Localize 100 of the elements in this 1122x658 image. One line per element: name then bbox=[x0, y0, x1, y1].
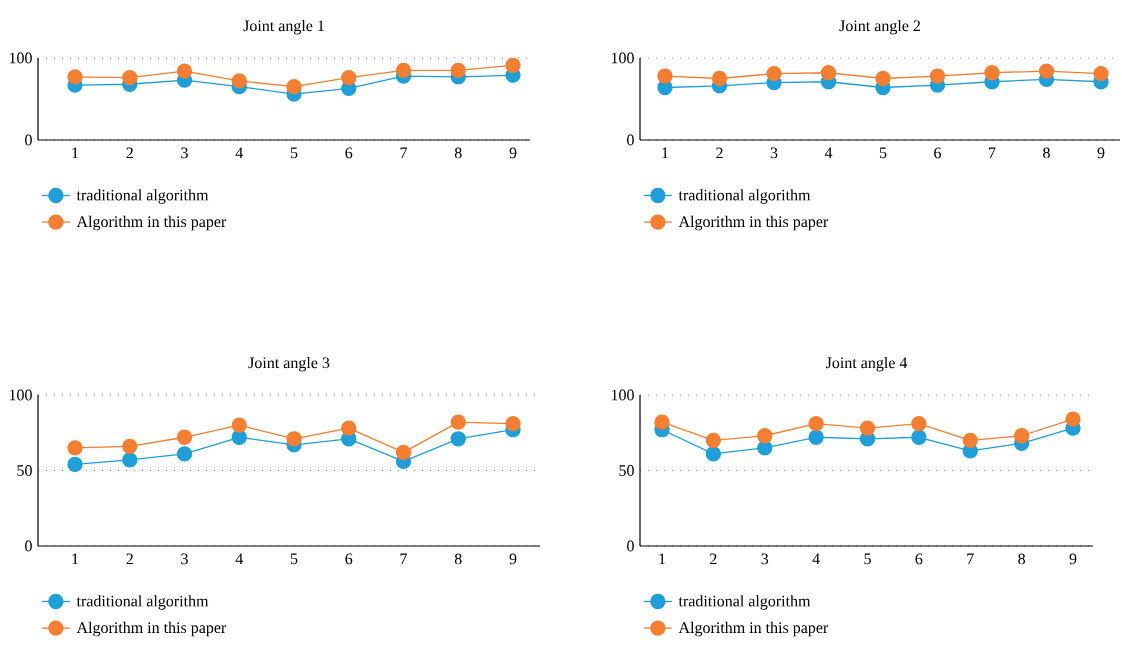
x-tick-label: 2 bbox=[126, 553, 133, 565]
x-tick-label: 8 bbox=[454, 553, 462, 565]
x-tick-label: 7 bbox=[400, 147, 408, 158]
point bbox=[395, 62, 412, 78]
point bbox=[450, 431, 466, 447]
x-tick-label: 2 bbox=[716, 147, 723, 159]
x-tick-label: 3 bbox=[181, 147, 188, 159]
y-tick-label: 0 bbox=[25, 134, 32, 146]
x-tick-label: 5 bbox=[290, 147, 298, 159]
x-tick-label: 7 bbox=[967, 553, 974, 564]
x-tick-label: 6 bbox=[915, 553, 923, 565]
x-tick-label: 8 bbox=[454, 147, 462, 159]
point bbox=[286, 79, 302, 95]
point bbox=[911, 429, 927, 445]
chart-title: Joint angle 1 bbox=[243, 19, 324, 35]
point bbox=[67, 440, 83, 456]
x-tick-label: 8 bbox=[1043, 147, 1050, 159]
y-tick-label: 100 bbox=[9, 389, 32, 401]
point bbox=[395, 444, 412, 461]
y-tick-label: 100 bbox=[611, 389, 634, 401]
point bbox=[341, 70, 357, 86]
x-tick-label: 1 bbox=[72, 553, 79, 565]
legend-label: traditional algorithm bbox=[76, 189, 209, 204]
x-tick-label: 6 bbox=[345, 147, 353, 159]
point bbox=[962, 432, 978, 448]
point bbox=[911, 416, 927, 432]
x-tick-label: 2 bbox=[126, 147, 133, 159]
x-tick-label: 9 bbox=[509, 553, 517, 565]
x-tick-label: 9 bbox=[1097, 147, 1105, 159]
point bbox=[122, 70, 138, 86]
point bbox=[1093, 65, 1109, 82]
legend-label: traditional algorithm bbox=[678, 189, 811, 204]
x-tick-label: 3 bbox=[181, 553, 188, 565]
x-tick-label: 8 bbox=[1018, 553, 1026, 565]
x-tick-label: 7 bbox=[400, 553, 408, 564]
point bbox=[766, 65, 782, 82]
x-tick-label: 6 bbox=[345, 553, 353, 565]
legend-label: Algorithm in this paper bbox=[678, 215, 829, 231]
y-tick-label: 0 bbox=[25, 540, 32, 552]
chart-title: Joint angle 3 bbox=[248, 356, 330, 372]
x-tick-label: 5 bbox=[879, 147, 887, 159]
x-tick-label: 9 bbox=[509, 147, 517, 159]
chart-title: Joint angle 2 bbox=[839, 19, 921, 35]
legend-label: Algorithm in this paper bbox=[76, 215, 227, 231]
x-tick-label: 4 bbox=[235, 553, 244, 565]
point bbox=[929, 68, 946, 84]
point bbox=[705, 432, 722, 448]
point bbox=[1038, 63, 1055, 79]
x-tick-label: 5 bbox=[290, 553, 298, 565]
point bbox=[505, 416, 521, 432]
point bbox=[820, 65, 837, 81]
y-tick-label: 100 bbox=[9, 52, 32, 64]
point bbox=[122, 438, 138, 454]
point bbox=[757, 428, 773, 444]
y-tick-label: 0 bbox=[627, 540, 634, 552]
x-tick-label: 7 bbox=[989, 147, 996, 158]
point bbox=[654, 414, 670, 430]
point bbox=[984, 65, 1000, 81]
point bbox=[67, 69, 83, 85]
point bbox=[67, 456, 83, 473]
point bbox=[1065, 411, 1081, 427]
x-tick-label: 5 bbox=[864, 553, 871, 565]
x-tick-label: 9 bbox=[1069, 553, 1077, 565]
chart-title: Joint angle 4 bbox=[825, 356, 908, 372]
point bbox=[859, 420, 876, 436]
x-tick-label: 4 bbox=[235, 147, 244, 159]
x-tick-label: 3 bbox=[770, 147, 778, 159]
legend-label: traditional algorithm bbox=[678, 595, 811, 610]
x-tick-label: 1 bbox=[72, 147, 79, 159]
point bbox=[176, 429, 193, 445]
y-tick-label: 0 bbox=[627, 134, 634, 146]
y-tick-label: 50 bbox=[17, 465, 32, 476]
x-tick-label: 3 bbox=[761, 553, 769, 565]
point bbox=[705, 446, 722, 462]
point bbox=[505, 57, 521, 74]
point bbox=[231, 417, 247, 433]
point bbox=[231, 73, 247, 89]
legend-label: Algorithm in this paper bbox=[678, 621, 829, 637]
point bbox=[176, 63, 193, 79]
point bbox=[1013, 428, 1030, 444]
point bbox=[875, 70, 891, 87]
point bbox=[341, 420, 357, 436]
y-tick-label: 50 bbox=[619, 465, 634, 476]
legend-label: traditional algorithm bbox=[76, 595, 209, 610]
point bbox=[450, 62, 466, 78]
point bbox=[711, 70, 728, 87]
point bbox=[286, 431, 302, 447]
y-tick-label: 100 bbox=[611, 52, 634, 64]
point bbox=[122, 452, 138, 468]
x-tick-label: 1 bbox=[662, 147, 669, 159]
x-tick-label: 4 bbox=[812, 553, 820, 565]
point bbox=[176, 446, 193, 462]
x-tick-label: 2 bbox=[710, 553, 717, 565]
x-tick-label: 6 bbox=[934, 147, 942, 159]
point bbox=[657, 68, 673, 84]
point bbox=[450, 414, 466, 430]
x-tick-label: 1 bbox=[659, 553, 666, 565]
point bbox=[808, 416, 824, 432]
point bbox=[808, 429, 824, 445]
x-tick-label: 4 bbox=[824, 147, 833, 159]
